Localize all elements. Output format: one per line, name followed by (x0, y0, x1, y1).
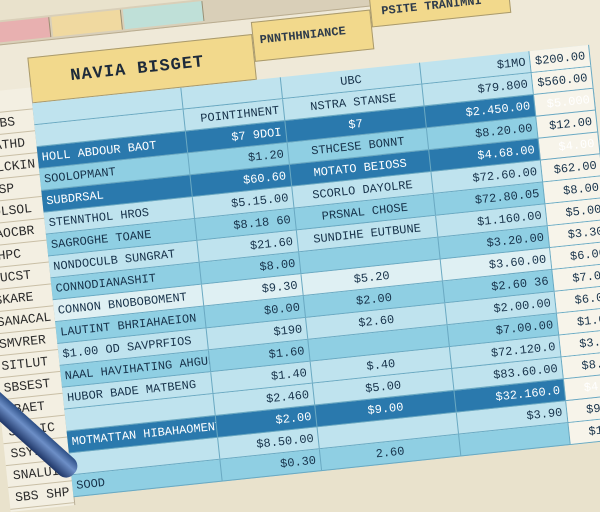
sheet-tab-1[interactable] (0, 17, 52, 45)
column-header-2[interactable]: PNNTHHNIANCE (250, 9, 375, 62)
budget-title: NAVIA BISGET (69, 53, 206, 87)
sheet-tab-3[interactable] (122, 1, 205, 30)
column-header-3[interactable]: PSITE TRANIMNI (368, 0, 512, 28)
sheet-tab-2[interactable] (51, 9, 123, 37)
budget-grid: UBC $1MO $200.00 POINTIHNENT NSTRA STANSE $79… (32, 44, 600, 498)
